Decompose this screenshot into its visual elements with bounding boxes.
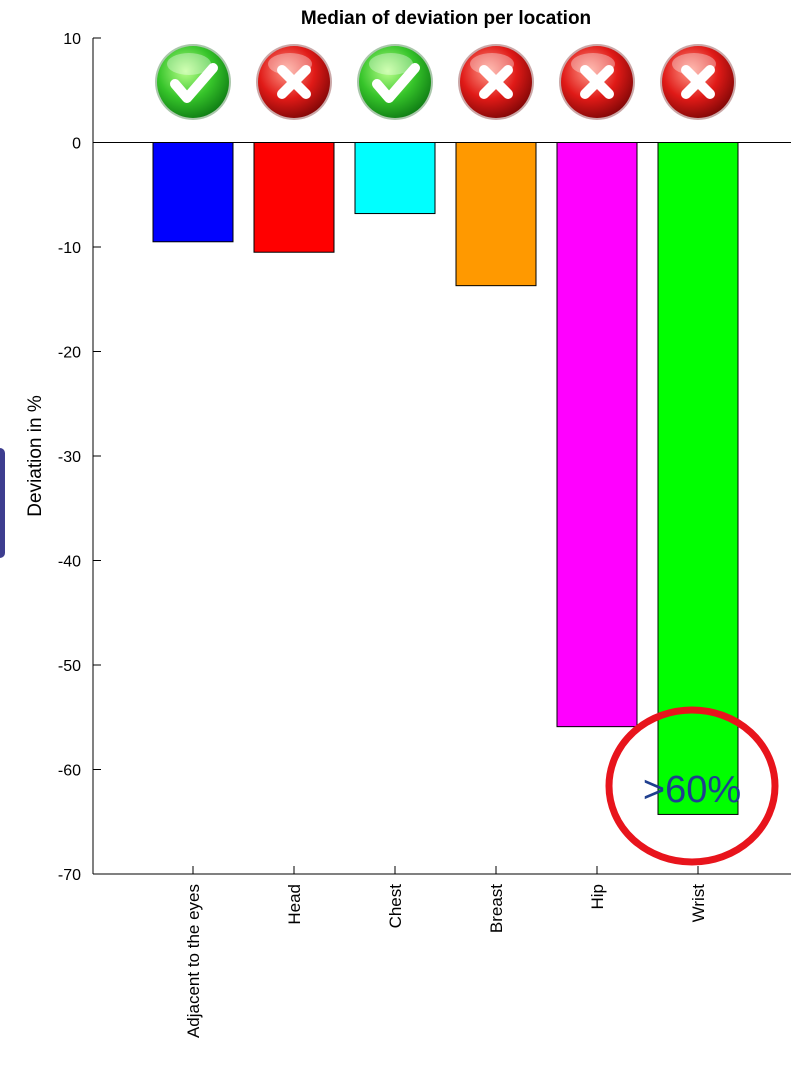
bar-head (253, 142, 335, 253)
y-tick-label: -70 (58, 867, 81, 884)
cross-icon (660, 44, 736, 120)
bar-breast (455, 142, 537, 287)
y-tick-label: 0 (72, 136, 81, 153)
annotation-callout: >60% (605, 706, 779, 866)
bar-chest (354, 142, 436, 215)
y-tick-label: -40 (58, 554, 81, 571)
cross-icon (458, 44, 534, 120)
check-icon (155, 44, 231, 120)
cross-icon (256, 44, 332, 120)
bars-group (152, 142, 739, 815)
y-tick-label: -10 (58, 240, 81, 257)
status-icons-group (155, 44, 736, 120)
category-label: Hip (588, 884, 607, 910)
bar-adjacent-to-the-eyes (152, 142, 234, 243)
axes: 10 0 -10 -20 -30 -40 -50 -60 -70 (58, 31, 791, 884)
check-icon (357, 44, 433, 120)
y-tick-label: -20 (58, 345, 81, 362)
y-tick-label: 10 (63, 31, 81, 48)
category-label: Adjacent to the eyes (184, 884, 203, 1038)
category-label: Breast (487, 884, 506, 933)
category-labels-group: Adjacent to the eyes Head Chest Breast Hip Wr… (184, 884, 708, 1038)
highlight-circle (605, 706, 779, 866)
category-label: Wrist (689, 884, 708, 923)
bar-hip (556, 142, 638, 728)
y-axis-label: Deviation in % (25, 395, 46, 517)
category-label: Head (285, 884, 304, 925)
side-tab-decoration (0, 448, 5, 558)
y-tick-label: -60 (58, 763, 81, 780)
bar-wrist (657, 142, 739, 815)
cross-icon (559, 44, 635, 120)
y-tick-label: -50 (58, 658, 81, 675)
category-label: Chest (386, 884, 405, 929)
y-tick-label: -30 (58, 449, 81, 466)
callout-text: >60% (643, 769, 741, 811)
chart-title: Median of deviation per location (301, 8, 591, 29)
